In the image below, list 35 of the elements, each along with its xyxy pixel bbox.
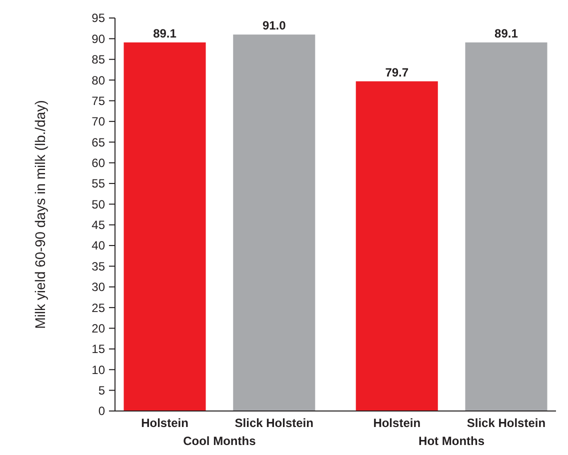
y-tick-label: 90 bbox=[92, 32, 106, 46]
y-tick-label: 60 bbox=[92, 156, 106, 170]
y-tick-label: 0 bbox=[98, 404, 106, 418]
x-tick-label: Cool Months bbox=[183, 434, 256, 448]
y-tick-label: 70 bbox=[92, 114, 106, 129]
y-tick-label: 95 bbox=[92, 11, 106, 26]
text: Holstein bbox=[373, 416, 421, 430]
x-tick-label: Hot Months bbox=[418, 434, 485, 448]
y-axis-title: Milk yield 60-90 days in milk (lb./day) bbox=[32, 100, 48, 329]
data-label: 89.1 bbox=[153, 26, 177, 40]
bar bbox=[233, 34, 316, 411]
y-tick-label: 35 bbox=[92, 259, 106, 274]
y-tick-label: 40 bbox=[92, 238, 106, 253]
bar bbox=[356, 81, 438, 411]
y-tick-label: 10 bbox=[92, 362, 106, 377]
y-tick-label: 50 bbox=[92, 197, 106, 212]
bar bbox=[465, 42, 548, 411]
series-label: Slick Holstein bbox=[234, 416, 314, 430]
y-tick-label: 5 bbox=[98, 384, 106, 398]
data-label: 79.7 bbox=[385, 65, 409, 80]
data-label: 89.1 bbox=[494, 26, 518, 40]
y-tick-label: 65 bbox=[92, 135, 106, 150]
data-label: 91.0 bbox=[262, 18, 286, 33]
y-tick-label: 80 bbox=[92, 73, 106, 88]
y-tick-label: 85 bbox=[92, 52, 106, 67]
text: Slick Holstein bbox=[466, 416, 546, 430]
y-tick-label: 55 bbox=[92, 176, 106, 191]
y-tick-label: 30 bbox=[92, 280, 106, 294]
y-tick-label: 25 bbox=[92, 300, 106, 315]
y-tick-label: 15 bbox=[92, 342, 106, 356]
series-label: Holstein bbox=[141, 416, 188, 430]
y-tick-label: 20 bbox=[92, 321, 106, 336]
y-tick-label: 75 bbox=[92, 94, 106, 108]
y-tick-label: 45 bbox=[92, 218, 106, 232]
bar bbox=[124, 42, 206, 411]
